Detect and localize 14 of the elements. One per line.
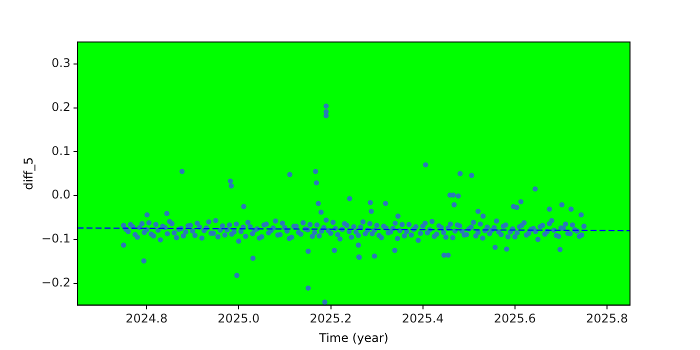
y-tick-label: −0.2 [41, 275, 71, 290]
y-tick-label: 0.0 [51, 188, 71, 202]
x-tick-label: 2025.2 [310, 312, 352, 326]
x-tick-label: 2025.8 [586, 312, 628, 326]
x-tick-label: 2025.0 [218, 312, 260, 326]
y-tick-label: 0.3 [51, 56, 71, 70]
y-tick-label: 0.1 [51, 144, 71, 158]
y-tick-label: −0.1 [41, 232, 71, 246]
y-tick-label: 0.2 [51, 100, 71, 114]
x-tick-label: 2025.4 [402, 312, 444, 326]
y-axis-title: diff_5 [21, 157, 36, 190]
x-axis-title: Time (year) [318, 330, 388, 345]
x-tick-label: 2024.8 [126, 312, 168, 326]
x-tick-label: 2025.6 [494, 312, 536, 326]
